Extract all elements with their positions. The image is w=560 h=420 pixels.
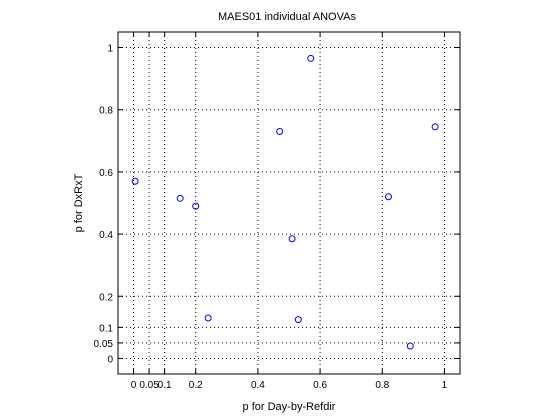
x-axis-label: p for Day-by-Refdir [243,401,336,413]
y-tick-label: 0.8 [99,106,113,117]
y-tick-label: 0.4 [99,230,113,241]
data-point [131,177,139,185]
x-tick-label: 0 [131,380,137,391]
data-point [176,194,184,202]
axis-ticks [118,32,460,374]
x-tick-label: 0.4 [251,380,265,391]
data-point [431,123,439,131]
y-tick-label: 0.6 [99,168,113,179]
plot-frame [117,31,461,375]
data-point [307,54,315,62]
y-axis-label: p for DxRxT [73,173,85,232]
grid [118,32,460,374]
x-tick-label: 0.2 [189,380,203,391]
x-tick-label: 1 [442,380,448,391]
data-point [192,202,200,210]
data-point [294,316,302,324]
x-tick-label: 0.05 [139,380,159,391]
y-tick-label: 0 [107,354,113,365]
y-tick-label: 0.2 [99,292,113,303]
y-tick-label: 1 [107,44,113,55]
data-point [384,193,392,201]
data-point [204,314,212,322]
x-tick-label: 0.6 [313,380,327,391]
chart-title: MAES01 individual ANOVAs [218,11,356,23]
data-points [131,54,439,350]
y-tick-label: 0.05 [94,339,114,350]
x-tick-label: 0.1 [158,380,172,391]
y-tick-label: 0.1 [99,323,113,334]
x-tick-labels: 0 0.050.1 0.2 0.4 0.6 0.8 1 [131,380,448,391]
data-point [406,342,414,350]
y-tick-labels: 0 0.05 0.1 0.2 0.4 0.6 0.8 1 [94,44,114,366]
data-point [288,235,296,243]
data-point [276,127,284,135]
x-tick-label: 0.8 [375,380,389,391]
